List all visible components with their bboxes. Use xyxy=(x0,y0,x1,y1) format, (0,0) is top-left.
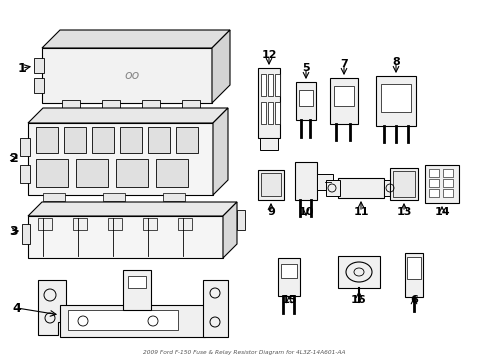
Bar xyxy=(38,218,52,230)
Bar xyxy=(375,76,415,126)
Bar xyxy=(274,102,280,124)
Bar xyxy=(142,218,157,230)
Bar xyxy=(442,189,452,197)
Bar xyxy=(176,127,198,153)
Text: 12: 12 xyxy=(261,50,276,60)
Bar xyxy=(34,78,44,93)
Bar xyxy=(108,218,122,230)
Polygon shape xyxy=(28,202,237,216)
Polygon shape xyxy=(316,174,332,190)
Bar xyxy=(34,58,44,73)
Bar xyxy=(267,102,272,124)
Text: 2009 Ford F-150 Fuse & Relay Resistor Diagram for 4L3Z-14A601-AA: 2009 Ford F-150 Fuse & Relay Resistor Di… xyxy=(142,350,345,355)
Bar xyxy=(274,74,280,96)
Text: 4: 4 xyxy=(13,302,21,315)
Bar xyxy=(28,123,213,195)
Text: 3: 3 xyxy=(10,225,18,238)
Polygon shape xyxy=(212,30,229,103)
Polygon shape xyxy=(203,280,227,337)
Bar xyxy=(333,86,353,106)
Bar xyxy=(36,127,58,153)
Bar xyxy=(329,78,357,124)
Polygon shape xyxy=(42,30,229,48)
Bar xyxy=(116,159,148,187)
Bar xyxy=(28,216,223,258)
Bar xyxy=(128,276,146,288)
Bar xyxy=(22,224,30,244)
Bar xyxy=(68,310,178,330)
Bar xyxy=(294,162,316,200)
Bar xyxy=(281,264,296,278)
Bar xyxy=(258,68,280,138)
Bar xyxy=(120,127,142,153)
Bar xyxy=(20,165,30,183)
Bar xyxy=(260,138,278,150)
Bar xyxy=(380,84,410,112)
Bar xyxy=(148,127,170,153)
Text: 8: 8 xyxy=(391,57,399,67)
Text: 11: 11 xyxy=(352,207,368,217)
Bar xyxy=(76,159,108,187)
Bar xyxy=(267,74,272,96)
Bar xyxy=(424,165,458,203)
Bar xyxy=(261,173,281,196)
Text: 14: 14 xyxy=(433,207,449,217)
Bar xyxy=(123,270,151,310)
Bar xyxy=(278,258,299,296)
Polygon shape xyxy=(38,280,66,335)
Text: 1: 1 xyxy=(18,62,26,75)
Text: 10: 10 xyxy=(298,207,313,217)
Polygon shape xyxy=(28,108,227,123)
Bar xyxy=(43,193,65,201)
Bar xyxy=(406,257,420,279)
Bar xyxy=(182,100,200,108)
Bar xyxy=(442,179,452,187)
Bar xyxy=(392,171,414,197)
Bar xyxy=(102,100,120,108)
Bar xyxy=(42,48,212,103)
Bar xyxy=(64,127,86,153)
Bar xyxy=(261,102,265,124)
Polygon shape xyxy=(213,108,227,195)
Bar xyxy=(389,168,417,200)
Bar xyxy=(428,179,438,187)
Bar xyxy=(258,170,284,200)
Bar xyxy=(298,90,312,106)
Text: 7: 7 xyxy=(340,59,347,69)
Bar xyxy=(103,193,125,201)
Bar xyxy=(325,180,339,196)
Bar xyxy=(20,138,30,156)
Text: 16: 16 xyxy=(350,295,366,305)
Polygon shape xyxy=(223,202,237,258)
Text: 2: 2 xyxy=(10,152,19,165)
Text: 13: 13 xyxy=(395,207,411,217)
Bar xyxy=(442,169,452,177)
Bar xyxy=(178,218,192,230)
Text: 5: 5 xyxy=(302,63,309,73)
Bar xyxy=(295,82,315,120)
Bar xyxy=(73,218,87,230)
Bar xyxy=(428,189,438,197)
Bar xyxy=(156,159,187,187)
Text: 6: 6 xyxy=(409,295,417,305)
Bar xyxy=(60,305,204,337)
Bar xyxy=(163,193,184,201)
Bar xyxy=(261,74,265,96)
Bar xyxy=(428,169,438,177)
Bar xyxy=(404,253,422,297)
Text: 9: 9 xyxy=(266,207,274,217)
Bar xyxy=(337,178,383,198)
Bar xyxy=(383,180,397,196)
Text: 15: 15 xyxy=(281,295,296,305)
Bar xyxy=(237,210,244,230)
Bar xyxy=(62,100,80,108)
Bar xyxy=(92,127,114,153)
Bar xyxy=(337,256,379,288)
Bar xyxy=(36,159,68,187)
Text: oo: oo xyxy=(124,68,140,81)
Bar xyxy=(142,100,160,108)
